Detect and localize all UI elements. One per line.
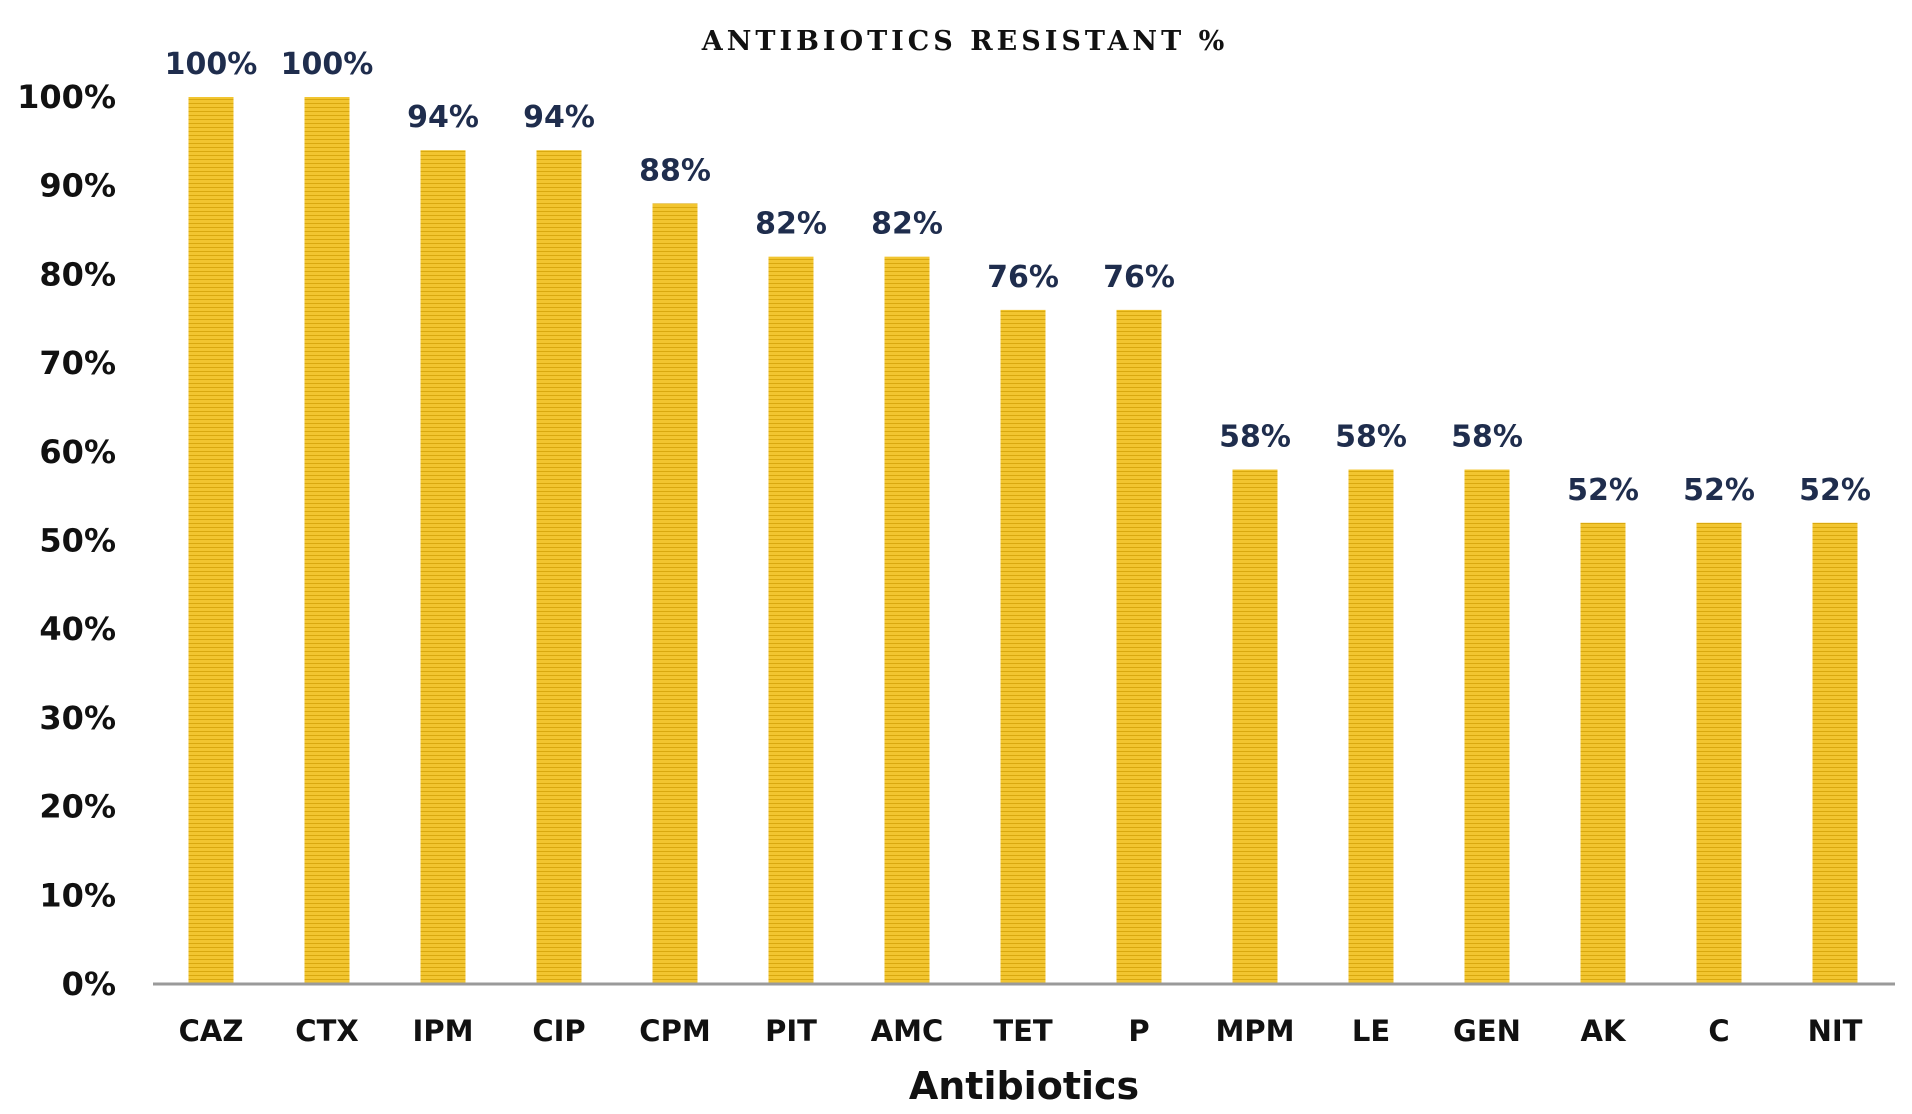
data-label: 88% bbox=[639, 153, 711, 188]
y-tick-label: 50% bbox=[39, 522, 116, 560]
y-tick-label: 20% bbox=[39, 788, 116, 826]
x-tick-label: LE bbox=[1352, 1014, 1390, 1048]
data-label: 94% bbox=[523, 100, 595, 135]
bar-cpm bbox=[652, 203, 698, 984]
x-tick-label: CIP bbox=[532, 1014, 585, 1048]
data-label: 52% bbox=[1799, 473, 1871, 508]
bar-pit bbox=[768, 256, 814, 984]
data-label: 94% bbox=[407, 100, 479, 135]
data-label: 100% bbox=[281, 47, 374, 82]
x-axis-ticks: CAZ CTX IPM CIP CPM PIT AMC TET P MPM LE GEN AK C NIT bbox=[179, 1014, 1863, 1048]
x-tick-label: NIT bbox=[1808, 1014, 1863, 1048]
bar-le bbox=[1348, 469, 1394, 984]
data-label: 58% bbox=[1451, 420, 1523, 455]
data-label: 76% bbox=[1103, 260, 1175, 295]
y-tick-label: 60% bbox=[39, 433, 116, 471]
bar-amc bbox=[884, 256, 930, 984]
data-label: 76% bbox=[987, 260, 1059, 295]
data-label: 52% bbox=[1567, 473, 1639, 508]
x-tick-label: P bbox=[1128, 1014, 1149, 1048]
chart-title: ANTIBIOTICS RESISTANT % bbox=[701, 26, 1228, 57]
bars bbox=[188, 97, 1858, 985]
x-tick-label: IPM bbox=[413, 1014, 474, 1048]
data-label: 82% bbox=[871, 207, 943, 242]
x-tick-label: AK bbox=[1581, 1014, 1627, 1048]
bar-caz bbox=[188, 97, 234, 984]
y-tick-label: 40% bbox=[39, 610, 116, 648]
bar-tet bbox=[1000, 309, 1046, 984]
x-tick-label: PIT bbox=[765, 1014, 817, 1048]
bar-ak bbox=[1580, 522, 1626, 984]
x-tick-label: C bbox=[1708, 1014, 1729, 1048]
x-tick-label: CPM bbox=[639, 1014, 710, 1048]
data-label: 100% bbox=[165, 47, 258, 82]
bar-cip bbox=[536, 150, 582, 985]
data-label: 58% bbox=[1219, 420, 1291, 455]
x-tick-label: CTX bbox=[295, 1014, 358, 1048]
x-tick-label: MPM bbox=[1216, 1014, 1295, 1048]
bar-ctx bbox=[304, 97, 350, 984]
x-tick-label: TET bbox=[993, 1014, 1053, 1048]
bar-gen bbox=[1464, 469, 1510, 984]
bar-p bbox=[1116, 309, 1162, 984]
bar-mpm bbox=[1232, 469, 1278, 984]
data-labels: 100% 100% 94% 94% 88% 82% 82% 76% 76% 58% 58% 58% 52… bbox=[165, 47, 1871, 508]
data-label: 82% bbox=[755, 207, 827, 242]
y-tick-label: 10% bbox=[39, 876, 116, 914]
y-tick-label: 80% bbox=[39, 255, 116, 293]
bar-ipm bbox=[420, 150, 466, 985]
y-axis-ticks: 0% 10% 20% 30% 40% 50% 60% 70% 80% 90% 100% bbox=[17, 78, 116, 1003]
y-tick-label: 0% bbox=[62, 965, 116, 1003]
y-tick-label: 70% bbox=[39, 344, 116, 382]
y-tick-label: 100% bbox=[17, 78, 116, 116]
bar-nit bbox=[1812, 522, 1858, 984]
data-label: 58% bbox=[1335, 420, 1407, 455]
x-axis-title: Antibiotics bbox=[909, 1064, 1139, 1108]
bar-c bbox=[1696, 522, 1742, 984]
x-tick-label: GEN bbox=[1453, 1014, 1521, 1048]
x-tick-label: AMC bbox=[871, 1014, 944, 1048]
y-tick-label: 30% bbox=[39, 699, 116, 737]
y-tick-label: 90% bbox=[39, 167, 116, 205]
data-label: 52% bbox=[1683, 473, 1755, 508]
x-tick-label: CAZ bbox=[179, 1014, 244, 1048]
